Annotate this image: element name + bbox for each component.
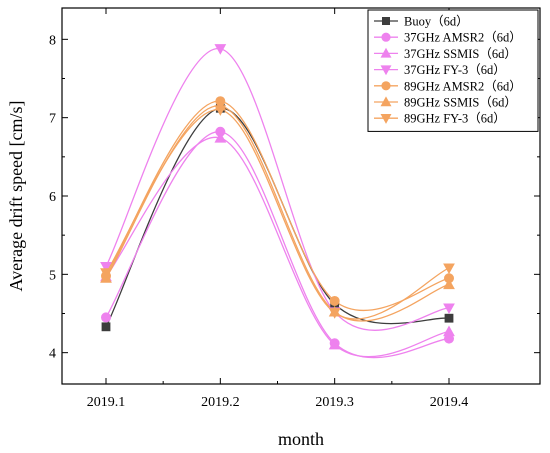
legend-marker-3 [380, 65, 392, 76]
legend-box [367, 9, 539, 132]
legend-marker-1 [381, 32, 391, 42]
legend-label-5: 89GHz SSMIS（6d） [404, 96, 517, 110]
series-line-1 [105, 131, 450, 359]
legend-marker-4 [381, 81, 391, 91]
data-point-s6-0 [100, 268, 112, 279]
series-line-4 [105, 100, 450, 312]
y-tick-label: 4 [49, 347, 56, 362]
data-point-s6-1 [214, 105, 227, 116]
data-point-s2-3 [443, 325, 455, 337]
data-point-s5-3 [443, 278, 455, 290]
data-point-s1-0 [101, 312, 112, 323]
data-point-s2-1 [214, 132, 227, 143]
data-point-s0-0 [101, 322, 111, 332]
data-point-s3-3 [443, 303, 455, 315]
data-point-s0-3 [444, 313, 454, 323]
x-tick-label: 2019.3 [315, 395, 354, 410]
data-point-s3-0 [100, 261, 112, 273]
legend-marker-5 [380, 96, 392, 107]
y-tick-label: 8 [49, 33, 56, 48]
data-point-s4-2 [329, 295, 340, 306]
series-line-0 [105, 107, 450, 328]
legend-label-3: 37GHz FY-3（6d） [404, 63, 506, 77]
series-lines [105, 48, 450, 359]
y-tick-label: 7 [49, 112, 56, 127]
data-point-s6-3 [443, 263, 455, 275]
data-point-s3-1 [214, 44, 227, 55]
axes: 4 5 6 7 8 2019.1 2019.2 2019.3 2019.4 month Averag… [6, 8, 540, 449]
legend-marker-0 [381, 16, 390, 25]
series-markers [100, 44, 455, 350]
y-tick-label: 5 [49, 268, 56, 283]
y-tick-label: 6 [49, 190, 56, 205]
legend: Buoy（6d） 37GHz AMSR2（6d） 37GHz SSMIS（6d） 37… [367, 9, 539, 132]
legend-label-1: 37GHz AMSR2（6d） [404, 31, 522, 45]
legend-label-4: 89GHz AMSR2（6d） [404, 79, 522, 93]
legend-label-6: 89GHz FY-3（6d） [404, 112, 506, 126]
data-point-s2-2 [328, 338, 341, 350]
series-line-6 [105, 109, 450, 320]
series-line-3 [105, 48, 450, 331]
legend-label-0: Buoy（6d） [404, 15, 469, 29]
y-axis-title: Average drift speed [cm/s] [6, 100, 26, 291]
legend-label-2: 37GHz SSMIS（6d） [404, 47, 517, 61]
legend-marker-6 [380, 113, 392, 124]
legend-marker-2 [380, 47, 392, 58]
x-tick-label: 2019.2 [201, 395, 240, 410]
series-line-2 [105, 136, 450, 358]
x-tick-label: 2019.1 [87, 395, 126, 410]
x-tick-label: 2019.4 [430, 395, 469, 410]
data-point-s6-2 [328, 308, 341, 319]
x-axis-title: month [278, 429, 324, 449]
